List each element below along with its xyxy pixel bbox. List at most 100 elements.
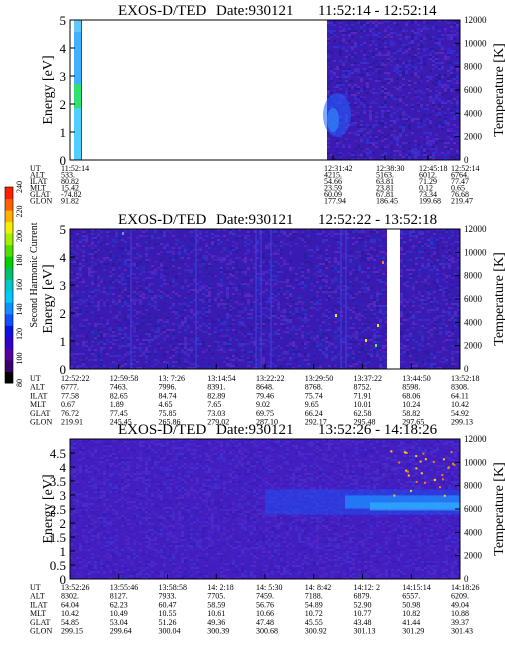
orbit-value: 10.42: [61, 609, 79, 618]
orbit-value: 13:37:22: [354, 374, 382, 383]
colorbar-label: Second Harmonic Current: [29, 222, 40, 327]
orbit-value: 54.89: [305, 600, 323, 609]
heatmap-band: [370, 502, 460, 510]
orbit-row-label: UT: [30, 374, 41, 383]
y2-tick-label: 12000: [464, 15, 487, 25]
y2-tick-label: 8000: [464, 62, 483, 72]
orbit-value: 64.04: [61, 600, 79, 609]
orbit-value: 10.49: [110, 609, 128, 618]
orbit-value: 300.39: [207, 627, 229, 636]
colorbar-segment: [5, 348, 13, 360]
orbit-value: 10.55: [159, 609, 177, 618]
colorbar-tick-label: 160: [15, 279, 24, 291]
orbit-value: 10.61: [207, 609, 225, 618]
orbit-value: 62.23: [110, 600, 128, 609]
orbit-value: 10.24: [402, 400, 420, 409]
orbit-value: 47.48: [256, 618, 274, 627]
orbit-value: 8752.: [354, 383, 372, 392]
orbit-value: 49.04: [451, 600, 469, 609]
orbit-value: 300.92: [305, 627, 327, 636]
orbit-value: 58.59: [207, 600, 225, 609]
heatmap-spot: [408, 475, 410, 477]
orbit-value: 71.91: [354, 391, 372, 400]
colorbar-segment: [5, 371, 13, 383]
colorbar-segment: [5, 268, 13, 280]
orbit-value: 6879.: [354, 592, 372, 601]
y-axis-label: Energy [eV]: [41, 474, 56, 543]
heatmap-cells: [70, 439, 460, 579]
y2-tick-label: 8000: [464, 271, 483, 281]
orbit-value: 49.36: [207, 618, 225, 627]
orbit-value: 8127.: [110, 592, 128, 601]
y2-tick-label: 0: [464, 364, 469, 374]
orbit-value: 13:22:22: [256, 374, 284, 383]
orbit-value: 12:59:58: [110, 374, 138, 383]
orbit-row-label: MLT: [30, 400, 46, 409]
orbit-value: 14: 5:30: [256, 583, 282, 592]
orbit-value: 199.68: [419, 197, 441, 206]
orbit-value: 1.89: [110, 400, 124, 409]
y2-tick-label: 4000: [464, 527, 483, 537]
orbit-value: 301.29: [402, 627, 424, 636]
orbit-value: 13:52:18: [451, 374, 479, 383]
orbit-value: 9.02: [256, 400, 270, 409]
orbit-value: 10.42: [451, 400, 469, 409]
chart-title: EXOS-D/TED: [118, 422, 206, 438]
orbit-value: 13:52:26: [61, 583, 89, 592]
colorbar-tick-label: 120: [15, 328, 24, 340]
heatmap-streak: [345, 229, 347, 369]
heatmap-spot: [365, 339, 367, 342]
y2-tick-label: 2000: [464, 132, 483, 142]
orbit-value: 7933.: [159, 592, 177, 601]
orbit-value: 58.82: [402, 409, 420, 418]
heatmap-feature: [327, 108, 339, 132]
orbit-row-label: ALT: [30, 383, 45, 392]
y-tick-label: 4.5: [50, 446, 66, 461]
orbit-value: 56.76: [256, 600, 274, 609]
y2-tick-label: 6000: [464, 85, 483, 95]
heatmap-spot: [434, 479, 436, 481]
heatmap-spot: [451, 451, 453, 453]
orbit-value: 9.65: [305, 400, 319, 409]
heatmap-spot: [425, 458, 427, 460]
orbit-value: 10.77: [354, 609, 372, 618]
heatmap-spot: [444, 495, 446, 497]
colorbar-segment: [5, 302, 13, 314]
y2-axis-label: Temperature [K]: [492, 43, 505, 136]
y2-tick-label: 6000: [464, 504, 483, 514]
orbit-value: 76.72: [61, 409, 79, 418]
colorbar-segment: [5, 256, 13, 268]
chart-title: EXOS-D/TED: [118, 3, 206, 19]
orbit-value: 64.11: [451, 391, 469, 400]
orbit-value: 14: 8:42: [305, 583, 331, 592]
orbit-value: 7188.: [305, 592, 323, 601]
orbit-value: 62.58: [354, 409, 372, 418]
heatmap-spot: [422, 453, 424, 455]
orbit-value: 14:18:26: [451, 583, 479, 592]
orbit-value: 186.45: [376, 197, 398, 206]
colorbar-segment: [5, 314, 13, 326]
orbit-value: 77.45: [110, 409, 128, 418]
heatmap-spot: [390, 450, 392, 452]
orbit-value: 10.72: [305, 609, 323, 618]
y-tick-label: 4: [60, 460, 67, 475]
orbit-value: 300.68: [256, 627, 278, 636]
colorbar-segment: [5, 279, 13, 291]
orbit-value: 84.74: [159, 391, 177, 400]
y-tick-label: 5: [60, 13, 67, 28]
orbit-value: 13: 7:26: [159, 374, 185, 383]
orbit-value: 14:12: 2: [354, 583, 380, 592]
orbit-value: 54.85: [61, 618, 79, 627]
colorbar-segment: [5, 325, 13, 337]
colorbar-segment: [5, 337, 13, 349]
orbit-value: 82.65: [110, 391, 128, 400]
y2-tick-label: 4000: [464, 108, 483, 118]
heatmap-spot: [443, 458, 445, 460]
heatmap-spot: [407, 471, 409, 473]
heatmap-streak: [340, 229, 342, 369]
y-tick-label: 2: [60, 97, 67, 112]
heatmap-gap: [387, 229, 400, 369]
